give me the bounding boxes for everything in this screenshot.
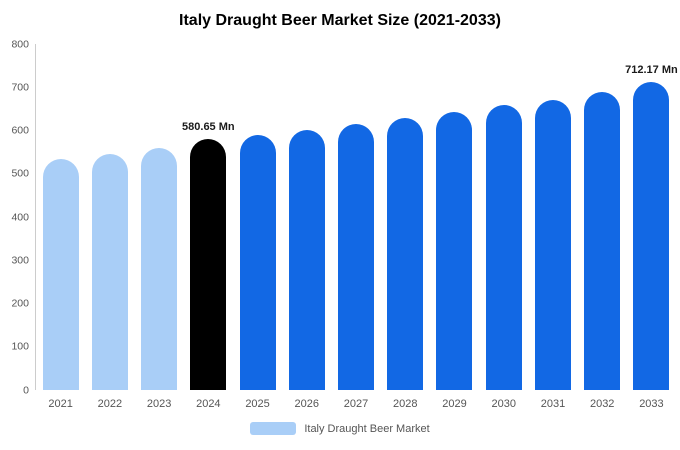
x-axis-label: 2024 [196, 398, 221, 410]
bar-2024 [190, 138, 227, 390]
x-axis-label: 2022 [97, 398, 123, 410]
bar-slot [36, 44, 85, 390]
y-axis-tick-label: 700 [11, 81, 29, 93]
y-axis-tick-label: 300 [11, 254, 29, 266]
bar-2030 [485, 105, 522, 390]
bar-slot [578, 44, 627, 390]
x-axis-label: 2025 [245, 398, 270, 410]
x-axis-label: 2032 [589, 398, 615, 410]
x-axis-label: 2027 [343, 398, 369, 410]
bar-slot [233, 44, 282, 390]
y-axis-tick-label: 800 [11, 37, 29, 50]
x-axis-label: 2033 [639, 398, 664, 410]
plot-area: 580.65 Mn 712.17 Mn [35, 44, 678, 390]
y-axis-tick-label: 0 [23, 383, 29, 396]
bar-value-label: 580.65 Mn [182, 120, 235, 133]
y-axis: 0 100 200 300 400 500 600 700 800 [8, 39, 35, 395]
x-axis-label: 2028 [393, 398, 418, 410]
x-axis: 2021 2022 2023 2024 2025 2026 2027 2028 2029 2030… [36, 390, 680, 410]
bar-2033 [633, 82, 670, 390]
bar-value-label: 712.17 Mn [625, 64, 678, 76]
x-axis-label: 2029 [442, 398, 467, 410]
bar-2021 [42, 158, 79, 390]
y-axis-tick-label: 200 [11, 297, 29, 310]
y-axis-tick-label: 500 [11, 167, 29, 180]
bar-slot [134, 44, 183, 390]
x-axis-label: 2030 [491, 398, 516, 410]
bar-slot [528, 44, 577, 390]
legend-label: Italy Draught Beer Market [304, 422, 430, 435]
bar-slot: 712.17 Mn [625, 44, 678, 390]
bar-2028 [387, 118, 424, 390]
bar-slot [85, 44, 134, 390]
chart-title: Italy Draught Beer Market Size (2021-203… [179, 12, 501, 29]
bar-2032 [584, 92, 621, 390]
legend-swatch [250, 422, 297, 435]
bar-2025 [239, 135, 276, 390]
y-axis-tick-label: 400 [11, 210, 29, 223]
bar-slot [282, 44, 331, 390]
bar-2023 [141, 147, 178, 390]
chart-area: 0 100 200 300 400 500 600 700 800 580.65 Mn 712.1… [0, 39, 680, 395]
x-axis-label: 2023 [146, 398, 172, 410]
bar-slot [381, 44, 430, 390]
y-axis-tick-label: 100 [11, 340, 29, 353]
x-axis-label: 2021 [48, 398, 73, 410]
x-axis-label: 2026 [294, 398, 320, 410]
y-axis-tick-label: 600 [11, 124, 29, 137]
bar-2022 [91, 153, 128, 390]
bar-2029 [436, 111, 473, 390]
legend: Italy Draught Beer Market [0, 422, 680, 435]
bar-slot [479, 44, 528, 390]
bar-slot: 580.65 Mn [182, 44, 235, 390]
bar-slot [430, 44, 479, 390]
x-axis-label: 2031 [540, 398, 566, 410]
bar-2026 [288, 130, 325, 390]
bar-2031 [534, 99, 571, 390]
bar-2027 [338, 124, 375, 390]
bar-slot [331, 44, 380, 390]
